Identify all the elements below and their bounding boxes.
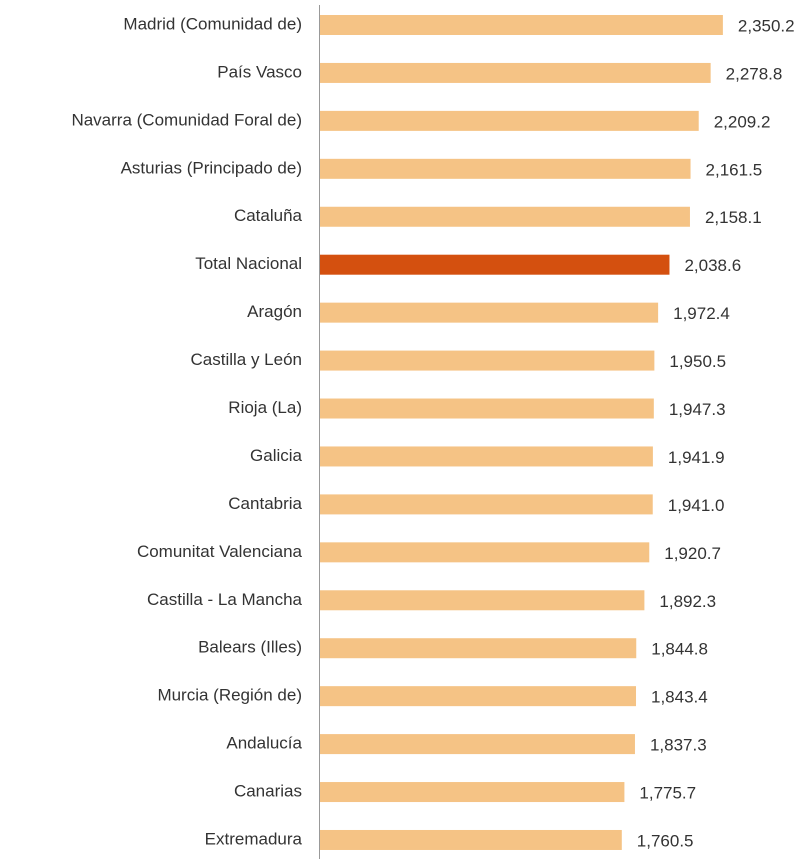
category-label: Galicia xyxy=(250,446,303,465)
bar xyxy=(320,590,645,611)
bar xyxy=(320,542,650,563)
category-label: Murcia (Región de) xyxy=(157,686,302,705)
value-label: 1,941.9 xyxy=(668,448,725,467)
bar xyxy=(320,638,637,659)
bar xyxy=(320,829,622,850)
category-label: Cantabria xyxy=(228,494,302,513)
bar xyxy=(320,15,723,35)
bar xyxy=(320,446,653,467)
category-label: Rioja (La) xyxy=(228,398,302,417)
value-label: 2,350.2 xyxy=(738,16,795,35)
category-label: Castilla y León xyxy=(190,350,302,369)
bar xyxy=(320,350,655,371)
category-label: País Vasco xyxy=(217,62,302,81)
bar xyxy=(320,110,699,131)
bar xyxy=(320,782,625,803)
value-label: 2,161.5 xyxy=(706,160,763,179)
value-label: 1,892.3 xyxy=(659,592,716,611)
bar xyxy=(320,254,670,275)
value-label: 1,947.3 xyxy=(669,400,726,419)
category-label: Canarias xyxy=(234,782,302,801)
category-label: Asturias (Principado de) xyxy=(121,158,302,177)
category-label: Extremadura xyxy=(205,829,303,848)
value-label: 1,920.7 xyxy=(664,544,721,563)
category-label: Balears (Illes) xyxy=(198,638,302,657)
category-label: Andalucía xyxy=(226,734,302,753)
category-label: Castilla - La Mancha xyxy=(147,590,303,609)
value-label: 2,278.8 xyxy=(726,64,783,83)
category-label: Total Nacional xyxy=(195,254,302,273)
category-label: Navarra (Comunidad Foral de) xyxy=(71,110,302,129)
category-label: Aragón xyxy=(247,302,302,321)
bar xyxy=(320,734,635,755)
value-label: 1,775.7 xyxy=(639,784,696,803)
value-label: 1,843.4 xyxy=(651,688,708,707)
bar xyxy=(320,158,691,179)
value-label: 2,038.6 xyxy=(684,256,741,275)
value-label: 1,941.0 xyxy=(668,496,725,515)
bar xyxy=(320,62,711,83)
value-label: 1,837.3 xyxy=(650,736,707,755)
category-label: Madrid (Comunidad de) xyxy=(123,14,302,33)
bar xyxy=(320,206,690,227)
value-label: 1,972.4 xyxy=(673,304,730,323)
value-label: 1,844.8 xyxy=(651,640,708,659)
category-label: Cataluña xyxy=(234,206,303,225)
value-label: 2,209.2 xyxy=(714,112,771,131)
bar xyxy=(320,398,654,419)
value-label: 2,158.1 xyxy=(705,208,762,227)
bar xyxy=(320,686,637,707)
bar xyxy=(320,494,653,515)
value-label: 1,760.5 xyxy=(637,831,694,850)
category-label: Comunitat Valenciana xyxy=(137,542,303,561)
bar xyxy=(320,302,659,323)
value-label: 1,950.5 xyxy=(669,352,726,371)
